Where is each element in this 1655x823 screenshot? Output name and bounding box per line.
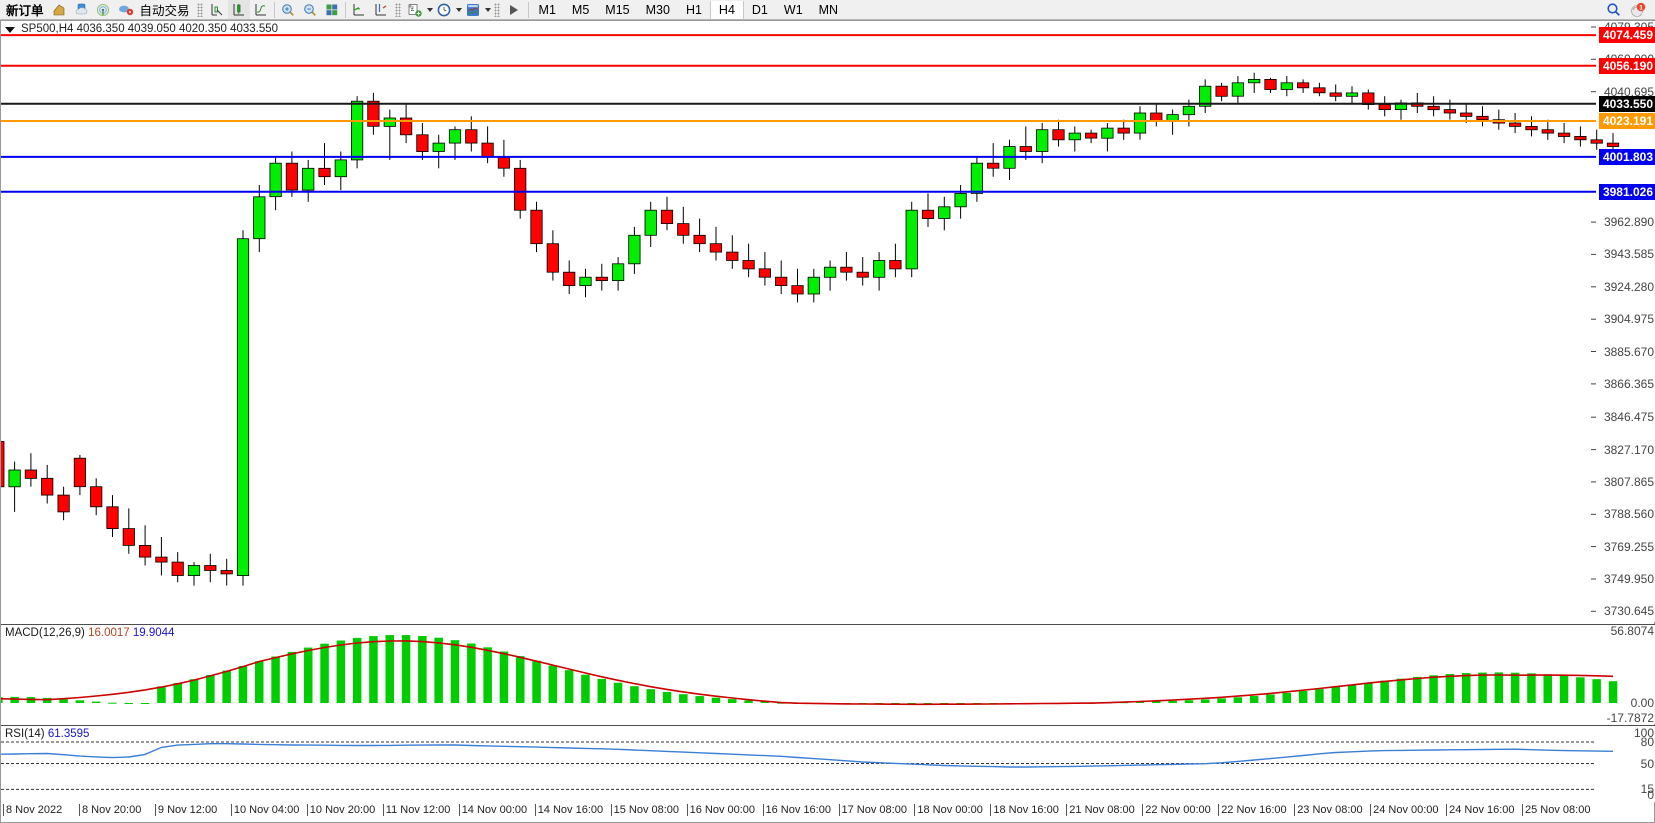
svg-text:1: 1 bbox=[1639, 4, 1643, 11]
